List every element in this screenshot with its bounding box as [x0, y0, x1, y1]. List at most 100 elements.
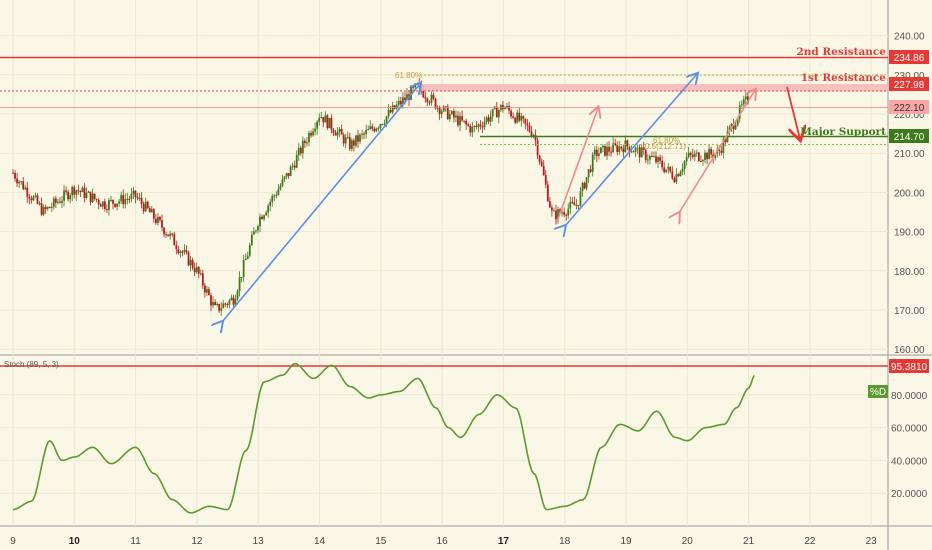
candle-body	[461, 116, 463, 121]
candle-body	[371, 126, 374, 129]
candle-body	[504, 107, 506, 110]
badge-stoch-level: 95.3810	[889, 359, 929, 373]
candle-body	[181, 251, 184, 253]
candle-body	[191, 259, 194, 269]
candle-body	[69, 195, 72, 200]
candle-body	[18, 181, 21, 184]
time-axis-ticks: 9 10 11 12 13 14 15 16 17 18 19 20 21 22 23	[10, 536, 877, 547]
first-resistance-label: 1st Resistance	[801, 72, 887, 84]
candle-body	[679, 171, 682, 177]
candle-body	[587, 169, 590, 178]
candle-body	[20, 181, 23, 183]
candle-body	[91, 193, 94, 203]
candle-body	[491, 108, 494, 117]
badge-last-price: 222.10	[889, 100, 929, 114]
candle-body	[616, 145, 619, 153]
candle-body	[301, 140, 304, 154]
candle-body	[308, 133, 310, 143]
candle-body	[659, 157, 661, 161]
x-tick-label: 23	[866, 536, 878, 547]
candle-body	[567, 208, 570, 216]
fib-50-label: 0.5(212.71)	[645, 142, 686, 151]
candle-body	[463, 120, 466, 122]
candle-body	[477, 124, 480, 127]
candle-body	[530, 131, 533, 137]
candle-body	[52, 198, 55, 207]
candle-body	[320, 117, 323, 119]
candle-body	[693, 153, 696, 157]
candle-body	[212, 302, 214, 306]
candle-body	[624, 140, 627, 153]
candle-body	[581, 182, 584, 192]
candle-body	[310, 133, 312, 136]
candle-body	[112, 199, 114, 204]
candle-body	[201, 273, 204, 286]
candle-body	[114, 203, 116, 207]
candle-body	[171, 233, 174, 235]
major-support-label: Major Support	[800, 126, 886, 138]
candle-body	[287, 173, 290, 176]
candle-body	[544, 175, 547, 185]
candle-body	[54, 198, 57, 203]
candle-body	[665, 169, 668, 173]
candle-body	[136, 197, 139, 199]
y-tick-label: 170.00	[894, 306, 925, 317]
candle-body	[455, 115, 457, 118]
candle-body	[389, 110, 392, 113]
x-tick-label: 14	[314, 536, 326, 547]
second-resistance-label: 2nd Resistance	[796, 46, 886, 58]
candle-body	[363, 133, 366, 135]
candle-body	[97, 200, 100, 205]
stoch-pane	[0, 356, 888, 526]
candle-body	[604, 145, 606, 156]
candle-body	[432, 94, 435, 99]
candle-body	[73, 187, 76, 195]
x-tick-label: 20	[682, 536, 694, 547]
candle-body	[414, 83, 417, 88]
y-tick-label: 210.00	[894, 149, 925, 160]
candle-body	[602, 145, 604, 148]
candle-body	[591, 154, 594, 172]
candle-body	[71, 187, 74, 196]
candle-body	[683, 161, 686, 169]
candle-body	[34, 195, 37, 197]
candle-body	[336, 131, 339, 136]
candle-body	[720, 150, 723, 153]
candle-body	[295, 155, 298, 168]
candle-body	[189, 259, 192, 266]
stoch-y-tick-label: 40.0000	[891, 456, 928, 467]
candle-body	[638, 147, 641, 158]
candle-body	[281, 179, 284, 186]
candle-body	[514, 117, 517, 123]
candle-body	[283, 176, 286, 180]
candle-body	[434, 98, 437, 109]
candle-body	[661, 160, 664, 168]
candle-body	[697, 152, 700, 161]
candle-body	[440, 111, 443, 114]
candle-body	[22, 181, 25, 190]
badge-second-resistance-text: 234.86	[894, 53, 925, 64]
candle-body	[399, 100, 402, 105]
candle-body	[216, 303, 219, 306]
candle-body	[238, 277, 241, 292]
candle-body	[95, 198, 98, 201]
candle-body	[689, 152, 692, 155]
candle-body	[206, 289, 208, 293]
candle-body	[99, 204, 102, 207]
stoch-d-line	[12, 362, 755, 514]
candle-body	[344, 137, 347, 144]
candle-body	[77, 190, 80, 192]
candle-body	[150, 209, 153, 213]
candle-body	[653, 156, 655, 158]
candle-body	[573, 202, 576, 206]
candle-body	[265, 212, 268, 216]
candle-body	[540, 161, 543, 166]
candle-body	[228, 300, 231, 305]
badge-stoch-d-bg	[868, 385, 888, 398]
stoch-y-tick-label: 20.0000	[891, 489, 928, 500]
y-tick-label: 240.00	[894, 32, 925, 43]
candle-body	[657, 157, 659, 163]
candle-body	[161, 220, 163, 228]
candle-body	[742, 99, 745, 105]
candle-body	[457, 115, 459, 126]
